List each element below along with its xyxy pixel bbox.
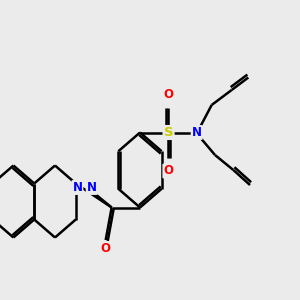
Text: N: N <box>73 181 82 194</box>
Text: N: N <box>192 126 202 139</box>
Text: S: S <box>164 126 173 139</box>
Text: N: N <box>87 181 97 194</box>
Text: O: O <box>163 164 173 178</box>
Text: O: O <box>101 242 111 256</box>
Text: O: O <box>163 88 173 100</box>
